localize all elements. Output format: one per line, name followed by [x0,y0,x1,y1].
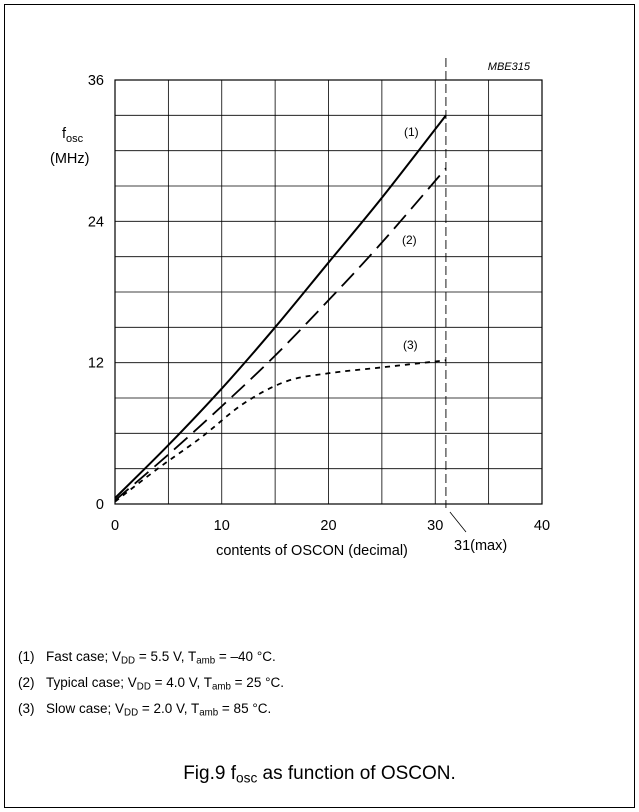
series-line-3 [114,359,447,503]
series-label-2: (2) [402,233,417,247]
notes: (1) Fast case; VDD = 5.5 V, Tamb = –40 °C… [18,649,284,727]
note-text: Typical case; VDD = 4.0 V, Tamb = 25 °C. [46,675,284,693]
figure-frame [4,4,635,808]
x-tick-label: 40 [534,518,550,534]
note-number: (3) [18,701,35,716]
curves [114,114,447,503]
caption-sub: osc [236,770,258,786]
max-marker-label: 31(max) [454,538,507,554]
y-axis-label: fosc [62,126,84,145]
series-label-3: (3) [403,338,418,352]
series-line-1 [114,114,447,499]
note-subscript: DD [124,707,139,719]
caption-suffix: as function of OSCON. [257,763,456,784]
note-subscript: DD [121,655,136,667]
note-fragment: = 4.0 V, T [150,675,213,690]
note-fragment: Slow case; V [46,701,125,716]
note-fragment: = 2.0 V, T [138,701,200,716]
y-tick-label: 12 [88,356,104,372]
x-tick-label: 30 [427,518,443,534]
x-tick-label: 20 [320,518,336,534]
note-subscript: amb [199,707,219,719]
note-subscript: DD [136,681,151,693]
note-fragment: = –40 °C. [215,649,276,664]
note-fragment: Typical case; V [46,675,137,690]
note-3: (3) Slow case; VDD = 2.0 V, Tamb = 85 °C. [18,701,284,727]
note-subscript: amb [196,655,216,667]
x-axis-label: contents of OSCON (decimal) [216,543,408,559]
figure-caption: Fig.9 fosc as function of OSCON. [0,763,639,785]
y-tick-label: 0 [96,497,104,513]
caption-prefix: Fig.9 f [183,763,236,784]
note-subscript: amb [212,681,231,693]
plot-border [114,79,543,505]
max-marker-leader [449,511,467,533]
note-fragment: = 25 °C. [230,675,284,690]
x-tick-label: 0 [111,518,119,534]
y-axis-unit: (MHz) [50,151,89,167]
note-fragment: = 85 °C. [218,701,272,716]
note-number: (1) [18,649,35,664]
note-number: (2) [18,675,35,690]
series-line-2 [114,167,447,502]
note-2: (2) Typical case; VDD = 4.0 V, Tamb = 25 … [18,675,284,701]
chart: 31(max) 0 10 20 30 40 0 12 24 36 contents of OSCON… [50,58,550,559]
note-1: (1) Fast case; VDD = 5.5 V, Tamb = –40 °C… [18,649,284,675]
note-fragment: = 5.5 V, T [135,649,197,664]
grid [114,58,543,533]
note-fragment: Fast case; V [46,649,122,664]
note-text: Fast case; VDD = 5.5 V, Tamb = –40 °C. [46,649,276,667]
note-text: Slow case; VDD = 2.0 V, Tamb = 85 °C. [46,701,272,719]
y-tick-label: 24 [88,214,104,230]
labels: 31(max) 0 10 20 30 40 0 12 24 36 contents of OSCON… [50,61,550,559]
figure-code: MBE315 [488,61,531,73]
y-tick-label: 36 [88,73,104,89]
series-label-1: (1) [404,125,419,139]
x-tick-label: 10 [214,518,230,534]
